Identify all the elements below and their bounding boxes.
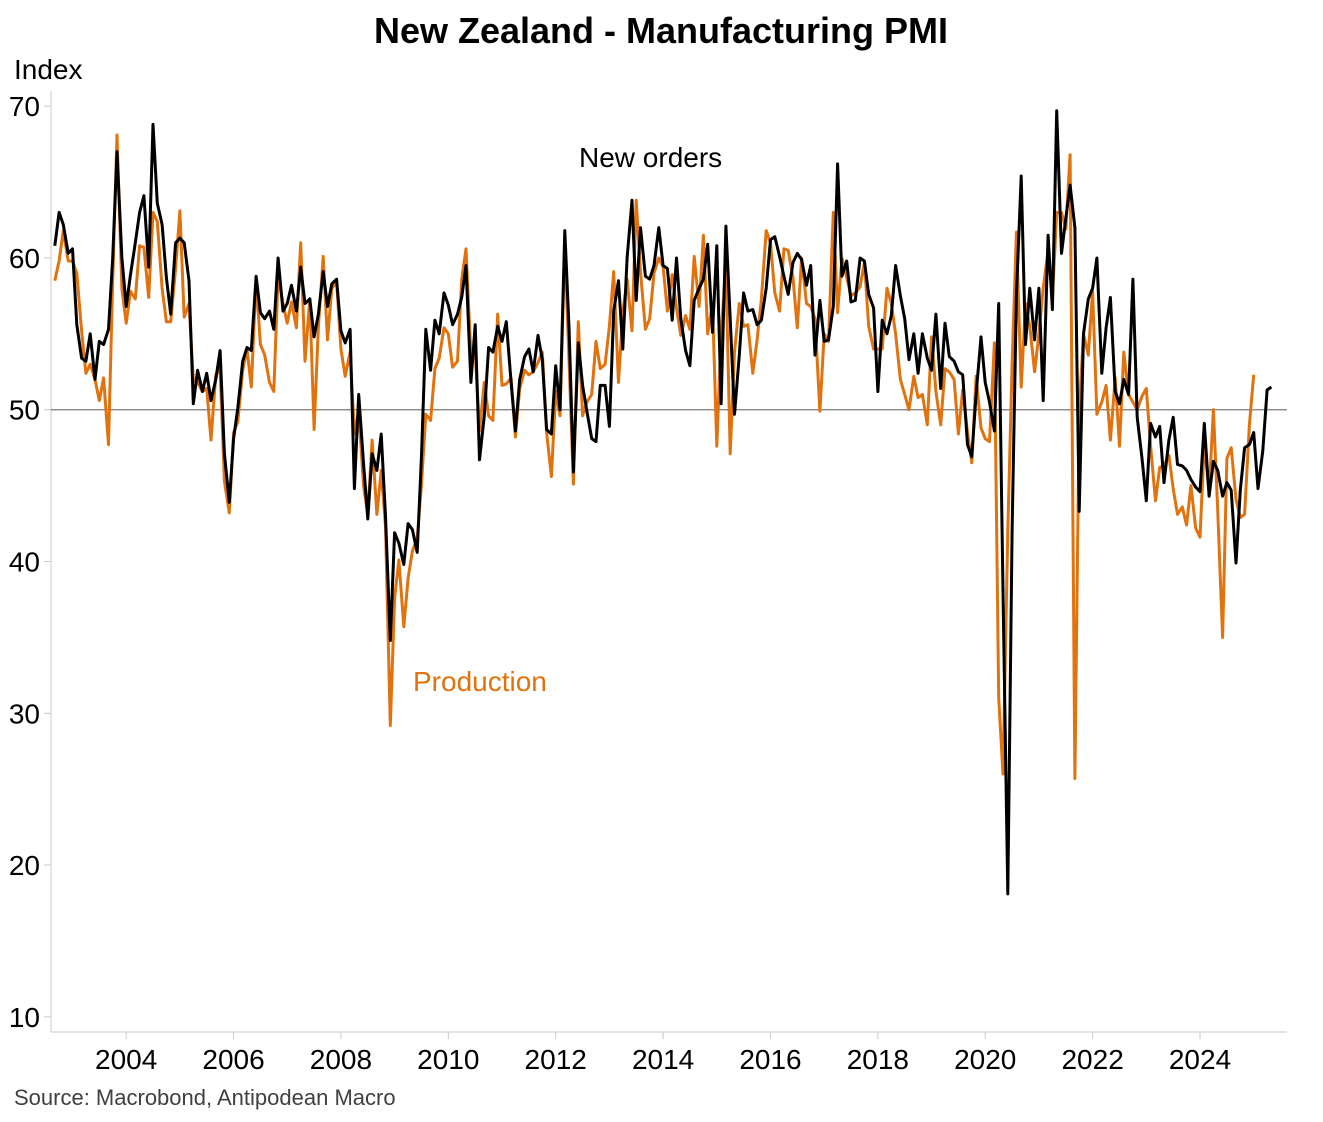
y-ticks: 10 20 30 40 50 60 70 (9, 91, 51, 1033)
x-tick-label-2006: 2006 (202, 1044, 264, 1075)
series-new-orders (53, 109, 1273, 896)
y-tick-label-10: 10 (9, 1002, 40, 1033)
y-tick-label-40: 40 (9, 547, 40, 578)
series-layer (53, 109, 1273, 896)
y-tick-label-60: 60 (9, 243, 40, 274)
annotation-new-orders: New orders (579, 142, 722, 173)
x-tick-label-2020: 2020 (954, 1044, 1016, 1075)
x-tick-label-2024: 2024 (1169, 1044, 1231, 1075)
chart-title: New Zealand - Manufacturing PMI (374, 10, 948, 51)
x-tick-label-2004: 2004 (95, 1044, 157, 1075)
y-axis-label: Index (14, 54, 83, 85)
y-tick-label-30: 30 (9, 698, 40, 729)
y-tick-label-70: 70 (9, 91, 40, 122)
x-tick-label-2010: 2010 (417, 1044, 479, 1075)
x-tick-label-2014: 2014 (632, 1044, 694, 1075)
source-note: Source: Macrobond, Antipodean Macro (14, 1085, 396, 1110)
annotation-production: Production (413, 666, 547, 697)
y-tick-label-50: 50 (9, 395, 40, 426)
x-tick-label-2012: 2012 (525, 1044, 587, 1075)
x-ticks: 2004 2006 2008 2010 2012 2014 2016 2018 2020 2022… (95, 1032, 1231, 1075)
y-tick-label-20: 20 (9, 850, 40, 881)
x-tick-label-2008: 2008 (310, 1044, 372, 1075)
x-tick-label-2018: 2018 (847, 1044, 909, 1075)
x-tick-label-2022: 2022 (1061, 1044, 1123, 1075)
x-tick-label-2016: 2016 (739, 1044, 801, 1075)
